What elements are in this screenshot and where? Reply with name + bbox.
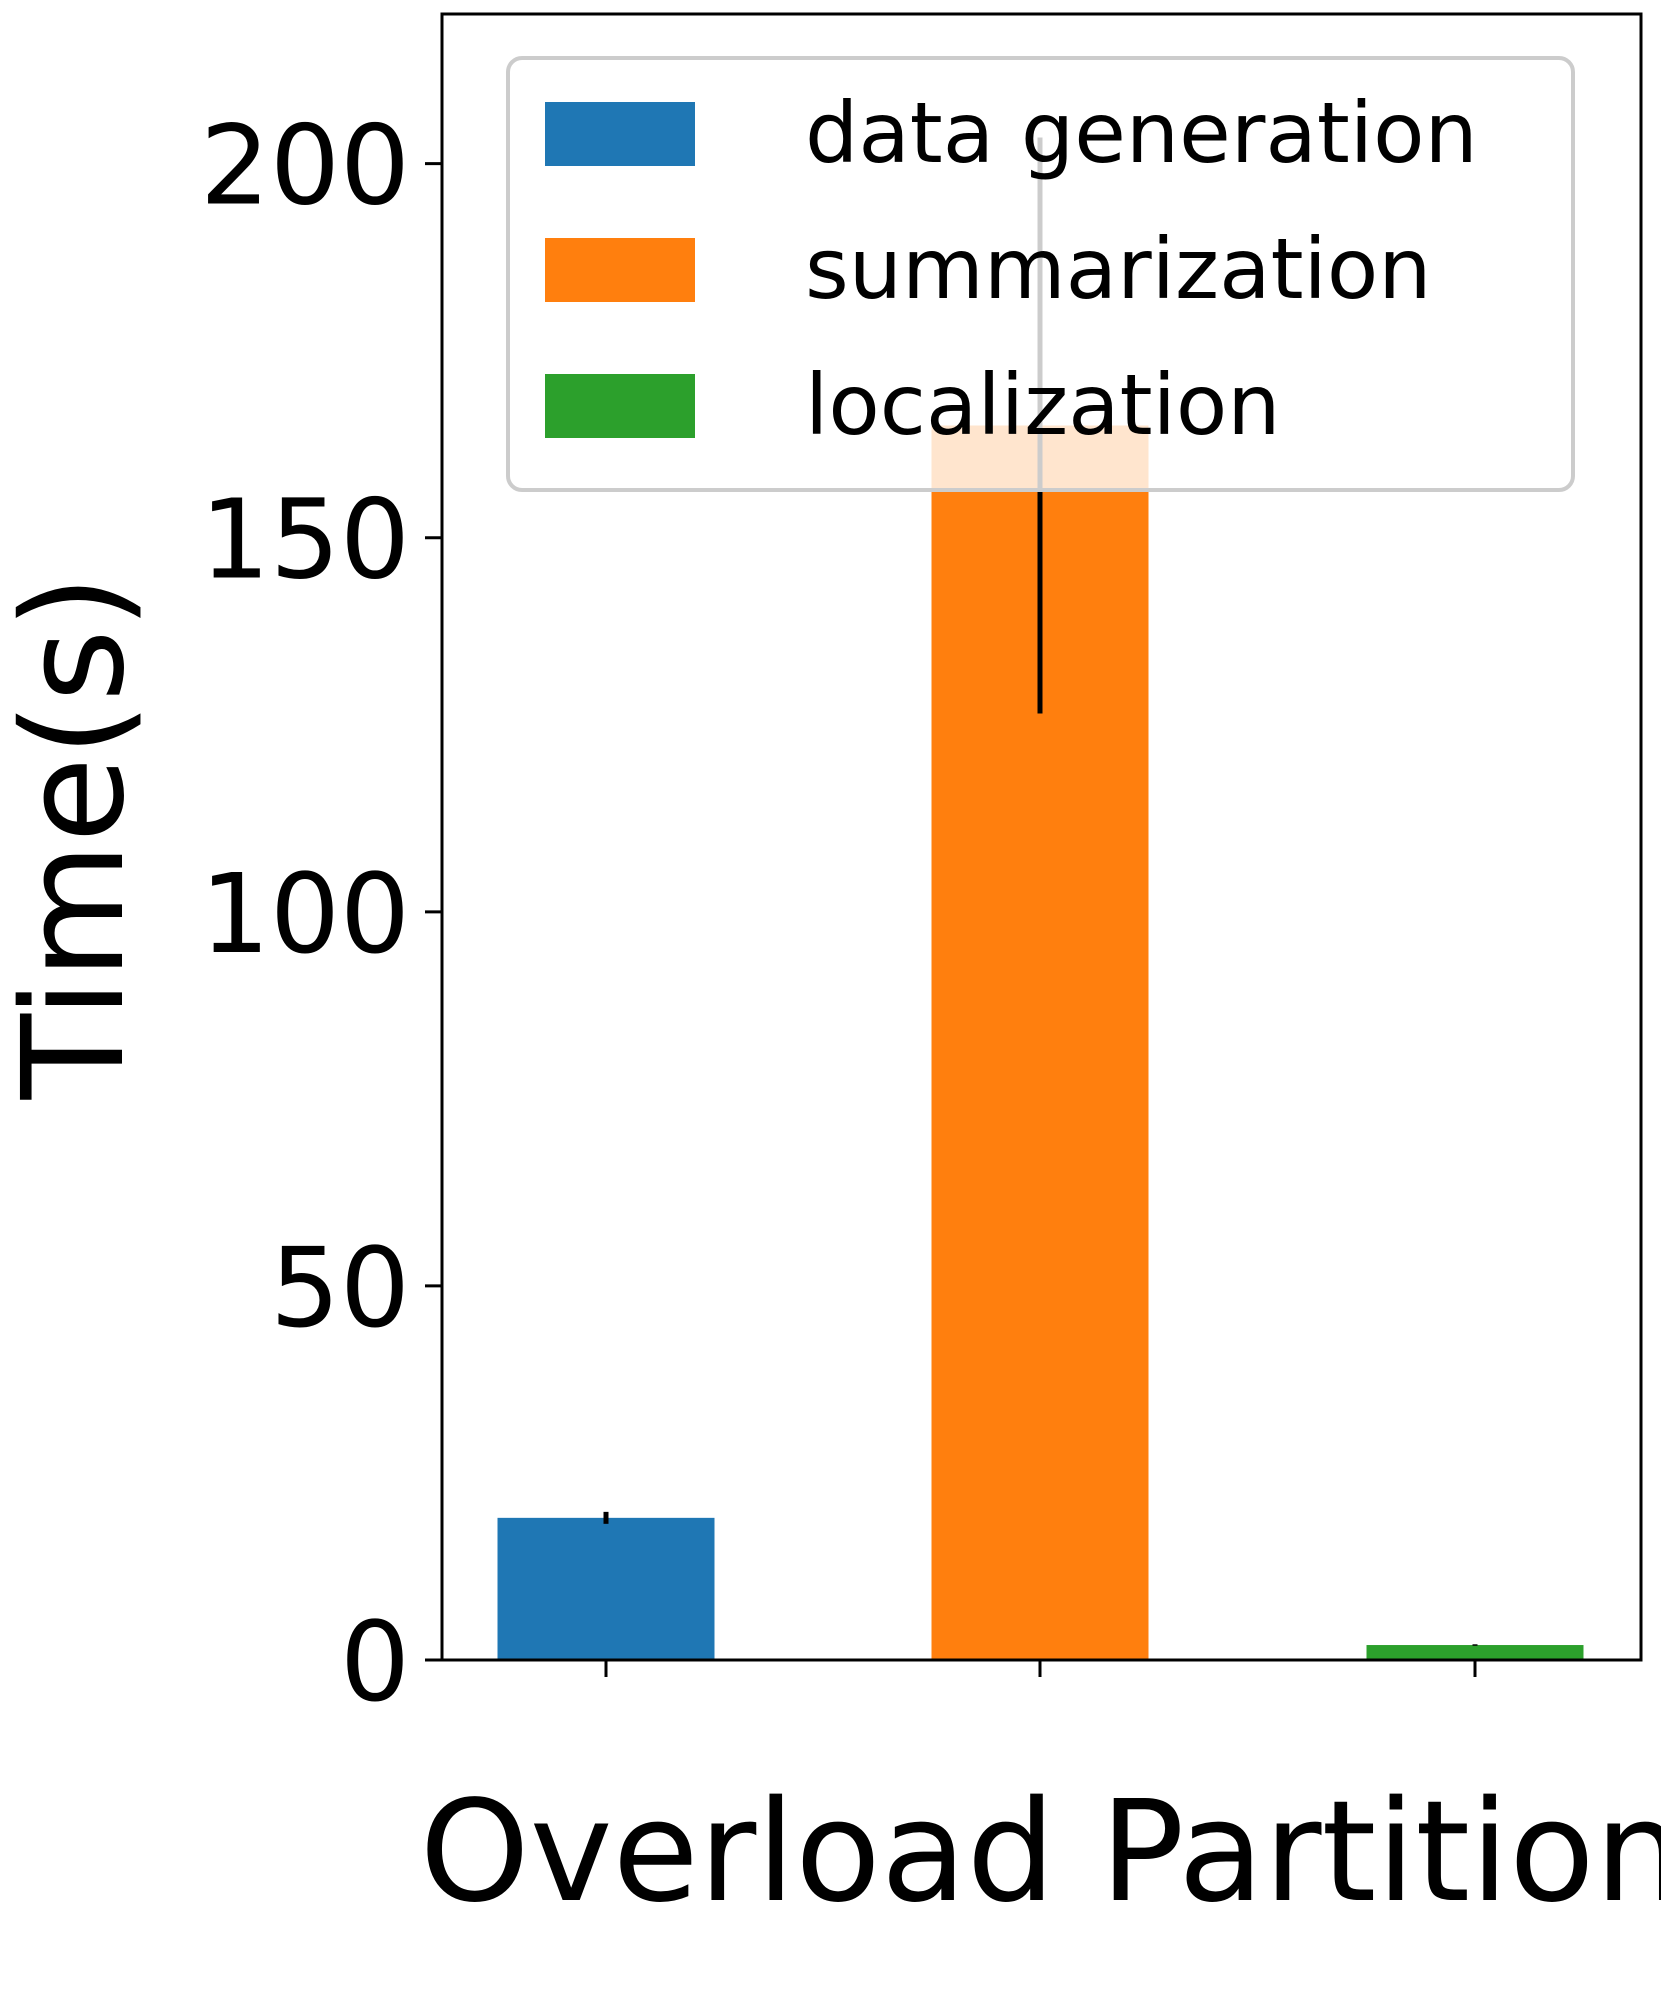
y-tick-label: 150 <box>200 476 410 604</box>
legend-swatch <box>545 102 695 166</box>
legend-entry: summarization <box>805 220 1431 318</box>
x-axis-label: Overload Partition <box>420 1771 1661 1934</box>
y-tick-label: 0 <box>340 1598 410 1726</box>
y-tick-label: 50 <box>270 1224 410 1352</box>
y-axis-label: Time(s) <box>0 575 156 1101</box>
plot-frame <box>440 12 1643 1662</box>
legend-entry: data generation <box>805 84 1478 182</box>
legend-swatch <box>545 238 695 302</box>
legend-entry: localization <box>805 356 1281 454</box>
bar-localization <box>1366 1645 1584 1660</box>
legend: data generation summarization localization <box>506 56 1575 492</box>
legend-swatch <box>545 374 695 438</box>
bar-data-generation <box>497 1517 715 1660</box>
x-axis <box>604 1660 1477 1677</box>
legend-box <box>506 56 1575 492</box>
y-tick-label: 200 <box>200 102 410 230</box>
y-axis: 0 50 100 150 200 <box>200 102 442 1726</box>
y-tick-label: 100 <box>200 850 410 978</box>
